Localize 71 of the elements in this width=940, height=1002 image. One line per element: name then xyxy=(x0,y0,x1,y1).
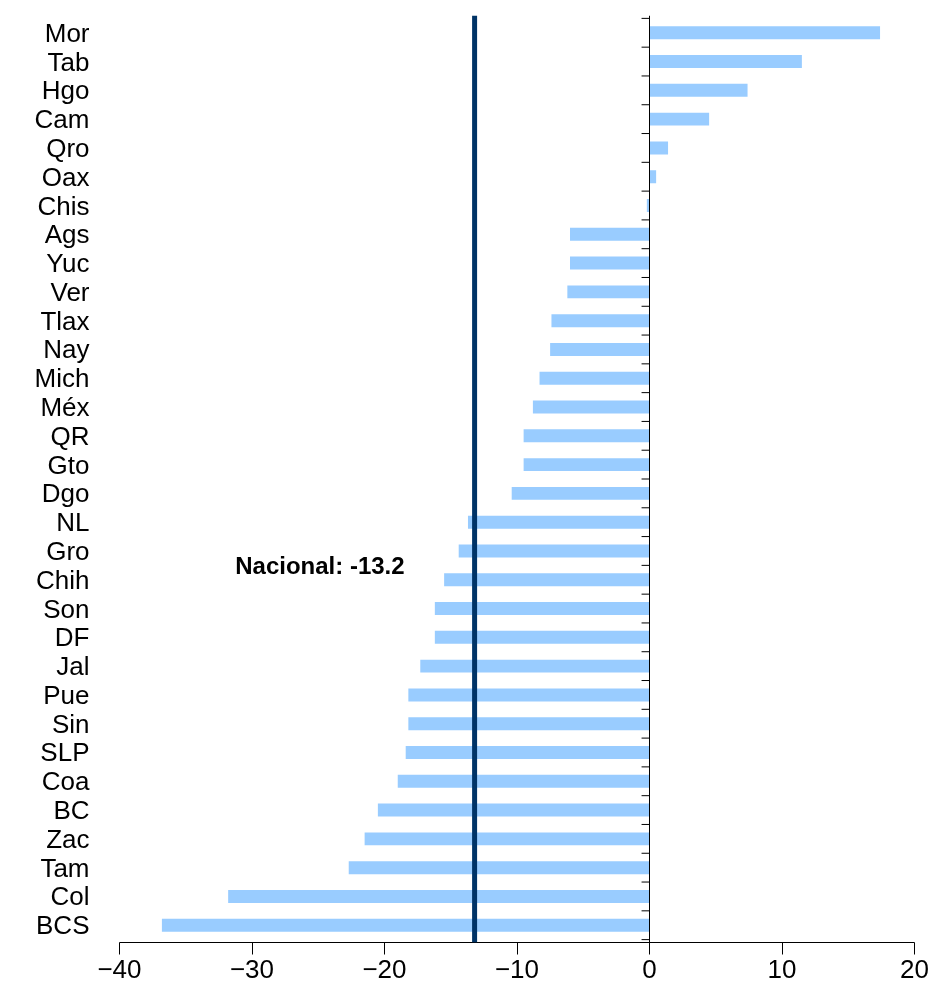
bar xyxy=(649,170,657,184)
y-tick-label: Dgo xyxy=(41,478,90,509)
y-tick-label: SLP xyxy=(40,737,90,768)
bar xyxy=(458,544,650,558)
bar xyxy=(511,486,650,500)
x-tick-label: 10 xyxy=(767,953,797,984)
bar xyxy=(649,141,669,155)
bar xyxy=(348,861,650,875)
y-tick-label: DF xyxy=(54,622,90,653)
bar xyxy=(551,314,650,328)
bar xyxy=(570,227,650,241)
bar xyxy=(523,429,650,443)
bar xyxy=(408,717,650,731)
y-tick-label: BCS xyxy=(36,910,90,941)
bar xyxy=(532,400,650,414)
y-tick-label: Chih xyxy=(36,564,90,595)
y-tick-label: NL xyxy=(56,507,90,538)
x-tick-label: 20 xyxy=(900,953,929,984)
bar xyxy=(397,774,650,788)
y-tick-label: Qro xyxy=(46,132,90,163)
y-tick-label: Ver xyxy=(50,276,90,307)
y-tick-label: BC xyxy=(53,795,90,826)
bar xyxy=(539,371,650,385)
bar xyxy=(364,832,650,846)
y-tick-label: Nay xyxy=(43,334,90,365)
x-tick-label: −30 xyxy=(229,953,275,984)
bar xyxy=(550,342,650,356)
bar xyxy=(523,458,650,472)
bar xyxy=(570,256,650,270)
x-tick-label: −10 xyxy=(494,953,540,984)
y-tick-label: Cam xyxy=(34,104,90,135)
bar xyxy=(649,112,710,126)
x-tick-label: −40 xyxy=(97,953,142,984)
bar xyxy=(434,630,650,644)
y-tick-label: Sin xyxy=(51,708,90,739)
bar xyxy=(649,26,881,40)
bar xyxy=(434,602,650,616)
y-tick-label: Col xyxy=(50,881,90,912)
y-tick-label: Pue xyxy=(43,679,90,710)
y-tick-label: Yuc xyxy=(46,248,90,279)
y-tick-label: Gto xyxy=(47,449,90,480)
ref-line-label: Nacional: -13.2 xyxy=(235,552,405,580)
y-tick-label: Mor xyxy=(44,17,90,48)
bar xyxy=(408,688,650,702)
x-tick-label: 0 xyxy=(642,953,657,984)
bar xyxy=(467,515,650,529)
y-tick-label: Hgo xyxy=(41,75,90,106)
y-tick-label: Oax xyxy=(41,161,90,192)
y-tick-label: Tlax xyxy=(40,305,90,336)
bar xyxy=(377,803,650,817)
bar xyxy=(420,659,650,673)
y-tick-label: Mich xyxy=(34,363,90,394)
bar xyxy=(228,889,650,903)
y-tick-label: Méx xyxy=(40,392,90,423)
y-tick-label: QR xyxy=(50,420,90,451)
y-tick-label: Zac xyxy=(46,823,90,854)
bar xyxy=(161,918,650,932)
bar xyxy=(649,83,748,97)
y-tick-label: Tab xyxy=(47,46,90,77)
x-tick-label: −20 xyxy=(362,953,407,984)
y-tick-label: Chis xyxy=(37,190,90,221)
y-tick-label: Ags xyxy=(44,219,90,250)
y-tick-label: Coa xyxy=(41,766,91,797)
y-tick-label: Gro xyxy=(46,535,90,566)
y-tick-label: Tam xyxy=(40,852,90,883)
bar xyxy=(405,746,650,759)
y-tick-label: Son xyxy=(43,593,90,624)
bar xyxy=(567,285,650,299)
y-tick-label: Jal xyxy=(56,651,90,682)
bar xyxy=(444,573,650,587)
bar xyxy=(649,55,802,69)
